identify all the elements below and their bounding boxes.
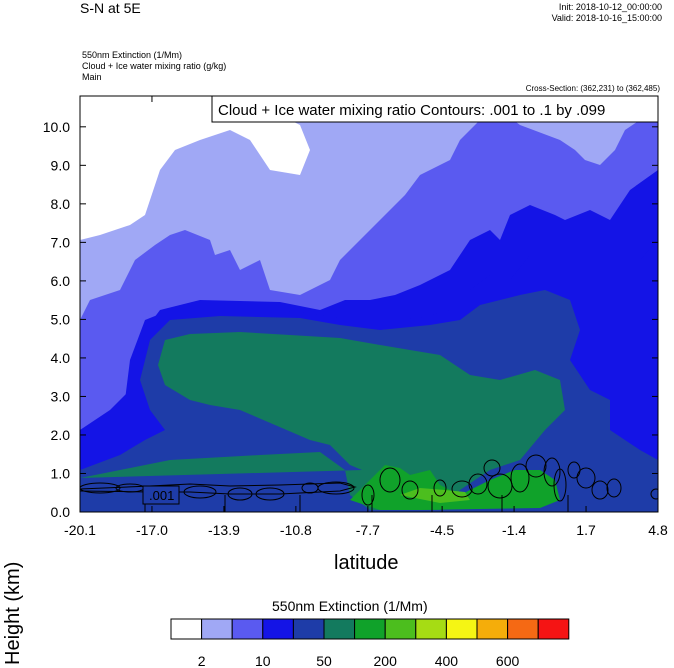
- colorbar: 2 10 50 200 400 600: [170, 618, 570, 668]
- x-tick-label: -10.8: [280, 522, 312, 538]
- contour-line: [543, 457, 561, 487]
- contour-line: [591, 480, 609, 500]
- cross-section-label: Cross-Section: (362,231) to (362,485): [525, 84, 660, 93]
- contour-line: [379, 467, 401, 493]
- init-time: Init: 2018-10-12_00:00:00: [558, 2, 662, 12]
- y-axis: 0.0 1.0 2.0 3.0 4.0 5.0 6.0 7.0 8.0 9.0 10.0: [43, 119, 658, 520]
- contour-line: [361, 484, 375, 506]
- y-tick-label: 3.0: [51, 388, 71, 404]
- contour-line: [650, 488, 658, 500]
- contour-line: [553, 468, 567, 502]
- colorbar-label: 50: [316, 653, 332, 668]
- time-info: Init: 2018-10-12_00:00:00 Valid: 2018-10…: [552, 2, 662, 24]
- contour-label-box: .001: [142, 485, 180, 505]
- contour-line: [80, 482, 121, 494]
- colorbar-swatch: [323, 618, 356, 640]
- y-tick-label: 8.0: [51, 196, 71, 212]
- field-domain: Main: [82, 72, 102, 82]
- mixing-ratio-contours: [80, 454, 658, 512]
- colorbar-swatch: [354, 618, 386, 640]
- colorbar-swatch: [231, 618, 264, 640]
- field-list: 550nm Extinction (1/Mm) Cloud + Ice wate…: [82, 50, 226, 83]
- field-extinction: 550nm Extinction (1/Mm): [82, 50, 183, 60]
- x-axis: -20.1 -17.0 -13.9 -10.8 -7.7 -4.5 -1.4 1.7 4.8: [64, 96, 668, 538]
- contour-line: [451, 480, 473, 498]
- x-tick-label: -17.0: [136, 522, 168, 538]
- plot-field: [80, 96, 658, 512]
- colorbar-swatch: [201, 618, 233, 640]
- colorbar-label: 600: [496, 653, 520, 668]
- colorbar-swatch: [384, 618, 417, 640]
- y-tick-label: 10.0: [43, 119, 70, 135]
- y-tick-label: 1.0: [51, 465, 71, 481]
- main-title: S-N at 5E: [80, 0, 141, 16]
- x-tick-label: -4.5: [430, 522, 454, 538]
- contour-line: [487, 473, 513, 499]
- y-tick-label: 0.0: [51, 504, 71, 520]
- contour-label: .001: [149, 488, 174, 503]
- colorbar-label: 10: [255, 653, 271, 668]
- x-axis-label: latitude: [334, 552, 399, 574]
- contour-line: [468, 473, 488, 495]
- y-tick-label: 7.0: [51, 234, 71, 250]
- contour-line: [317, 481, 355, 495]
- contour-line: [401, 480, 419, 500]
- colorbar-label: 400: [435, 653, 459, 668]
- contour-line: [606, 478, 622, 498]
- y-tick-label: 4.0: [51, 350, 71, 366]
- field-layer-teal: [80, 332, 565, 510]
- colorbar-title: 550nm Extinction (1/Mm): [272, 598, 428, 614]
- colorbar-swatch: [262, 618, 294, 640]
- valid-time: Valid: 2018-10-16_15:00:00: [551, 13, 662, 23]
- colorbar-swatch: [476, 618, 509, 640]
- contour-line: [510, 463, 530, 493]
- contour-line: [525, 454, 547, 478]
- y-tick-label: 5.0: [51, 311, 71, 327]
- contour-line: [80, 482, 357, 495]
- contour-annotation: Cloud + Ice water mixing ratio Contours:…: [218, 102, 605, 119]
- field-mixing-ratio: Cloud + Ice water mixing ratio (g/kg): [82, 61, 227, 71]
- contour-line: [433, 479, 447, 497]
- contour-line: [483, 459, 501, 477]
- x-tick-label: -7.7: [356, 522, 380, 538]
- y-tick-label: 6.0: [51, 273, 71, 289]
- colorbar-swatch: [445, 618, 478, 640]
- x-tick-label: -13.9: [208, 522, 240, 538]
- colorbar-swatch: [537, 618, 570, 640]
- colorbar-swatch: [292, 618, 325, 640]
- x-tick-label: -20.1: [64, 522, 96, 538]
- x-tick-label: -1.4: [502, 522, 526, 538]
- colorbar-swatch: [170, 618, 203, 640]
- colorbar-swatch: [415, 618, 447, 640]
- colorbar-label: 200: [374, 653, 398, 668]
- x-tick-label: 4.8: [648, 522, 668, 538]
- contour-annotation-box: Cloud + Ice water mixing ratio Contours:…: [211, 95, 659, 123]
- y-tick-label: 9.0: [51, 157, 71, 173]
- colorbar-label: 2: [198, 653, 206, 668]
- y-tick-label: 2.0: [51, 427, 71, 443]
- colorbar-swatch: [507, 618, 539, 640]
- contour-line: [576, 467, 596, 489]
- x-tick-label: 1.7: [576, 522, 596, 538]
